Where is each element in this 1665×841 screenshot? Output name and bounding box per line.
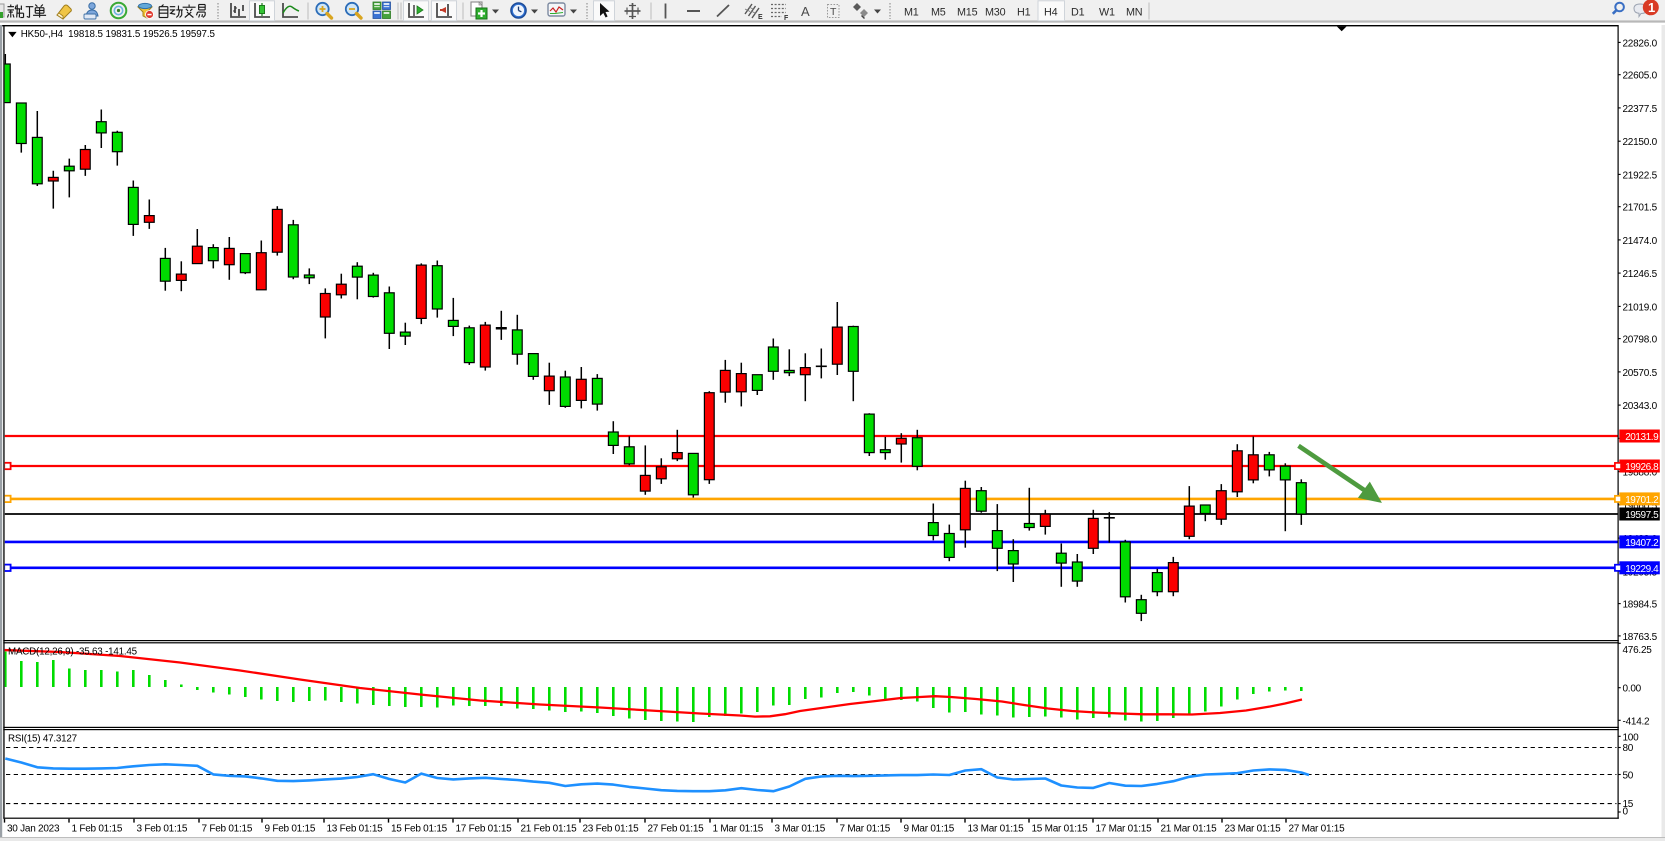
svg-text:21246.5: 21246.5 (1623, 269, 1658, 280)
svg-text:50: 50 (1623, 770, 1634, 781)
svg-text:27 Mar 01:15: 27 Mar 01:15 (1289, 824, 1346, 835)
svg-text:19660.5: 19660.5 (1623, 501, 1658, 512)
svg-text:1 Mar 01:15: 1 Mar 01:15 (713, 824, 764, 835)
svg-text:23 Mar 01:15: 23 Mar 01:15 (1225, 824, 1282, 835)
svg-text:20343.0: 20343.0 (1623, 401, 1658, 412)
svg-text:22605.0: 22605.0 (1623, 71, 1658, 82)
svg-text:21019.0: 21019.0 (1623, 302, 1658, 313)
svg-text:M1: M1 (904, 7, 919, 19)
svg-text:D1: D1 (1071, 7, 1085, 19)
svg-text:17 Feb 01:15: 17 Feb 01:15 (456, 824, 513, 835)
svg-text:21474.0: 21474.0 (1623, 236, 1658, 247)
svg-text:E: E (758, 14, 763, 21)
svg-text:20798.0: 20798.0 (1623, 335, 1658, 346)
svg-text:21922.5: 21922.5 (1623, 170, 1658, 181)
svg-text:0: 0 (1623, 806, 1629, 817)
svg-text:HK50-,H4 19818.5 19831.5 1952: HK50-,H4 19818.5 19831.5 19526.5 19597.5 (21, 29, 216, 40)
svg-text:22826.0: 22826.0 (1623, 38, 1658, 49)
svg-text:H4: H4 (1044, 7, 1058, 19)
svg-text:H1: H1 (1017, 7, 1031, 19)
svg-text:19701.2: 19701.2 (1625, 495, 1659, 506)
svg-text:1: 1 (1648, 0, 1655, 15)
svg-text:27 Feb 01:15: 27 Feb 01:15 (648, 824, 705, 835)
svg-text:3 Feb 01:15: 3 Feb 01:15 (137, 824, 188, 835)
svg-text:3 Mar 01:15: 3 Mar 01:15 (775, 824, 826, 835)
svg-text:19407.2: 19407.2 (1625, 538, 1659, 549)
svg-text:M5: M5 (931, 7, 946, 19)
svg-text:22377.5: 22377.5 (1623, 104, 1658, 115)
svg-text:7 Mar 01:15: 7 Mar 01:15 (840, 824, 891, 835)
svg-text:476.25: 476.25 (1623, 645, 1653, 656)
svg-text:19888.0: 19888.0 (1623, 468, 1658, 479)
svg-text:18763.5: 18763.5 (1623, 632, 1658, 643)
svg-text:22150.0: 22150.0 (1623, 137, 1658, 148)
svg-text:23 Feb 01:15: 23 Feb 01:15 (583, 824, 640, 835)
svg-text:21 Mar 01:15: 21 Mar 01:15 (1161, 824, 1218, 835)
svg-text:A: A (801, 4, 810, 19)
svg-text:20131.9: 20131.9 (1625, 432, 1659, 443)
svg-text:M30: M30 (985, 7, 1006, 19)
svg-text:15: 15 (1623, 799, 1634, 810)
svg-text:21701.5: 21701.5 (1623, 203, 1658, 214)
svg-text:13 Feb 01:15: 13 Feb 01:15 (327, 824, 384, 835)
svg-text:18984.5: 18984.5 (1623, 600, 1658, 611)
svg-text:17 Mar 01:15: 17 Mar 01:15 (1096, 824, 1153, 835)
svg-text:MACD(12,26,9) -35.63 -141.45: MACD(12,26,9) -35.63 -141.45 (8, 647, 138, 658)
svg-text:13 Mar 01:15: 13 Mar 01:15 (968, 824, 1025, 835)
svg-text:M15: M15 (957, 7, 978, 19)
svg-text:19926.8: 19926.8 (1625, 462, 1659, 473)
svg-text:9 Mar 01:15: 9 Mar 01:15 (904, 824, 955, 835)
svg-text:1 Feb 01:15: 1 Feb 01:15 (72, 824, 123, 835)
svg-text:30 Jan 2023: 30 Jan 2023 (7, 824, 60, 835)
svg-text:-414.2: -414.2 (1623, 716, 1651, 727)
svg-text:80: 80 (1623, 743, 1634, 754)
svg-text:F: F (784, 15, 789, 22)
svg-text:21 Feb 01:15: 21 Feb 01:15 (521, 824, 578, 835)
svg-text:100: 100 (1623, 732, 1640, 743)
svg-text:0.00: 0.00 (1623, 684, 1642, 695)
svg-text:9 Feb 01:15: 9 Feb 01:15 (265, 824, 316, 835)
svg-text:7 Feb 01:15: 7 Feb 01:15 (202, 824, 253, 835)
svg-text:MN: MN (1126, 7, 1142, 19)
svg-text:15 Mar 01:15: 15 Mar 01:15 (1032, 824, 1089, 835)
svg-text:19229.4: 19229.4 (1625, 564, 1659, 575)
svg-text:T: T (830, 6, 837, 18)
svg-text:15 Feb 01:15: 15 Feb 01:15 (391, 824, 448, 835)
svg-text:19597.5: 19597.5 (1625, 510, 1659, 521)
svg-text:20570.5: 20570.5 (1623, 368, 1658, 379)
svg-text:W1: W1 (1099, 7, 1115, 19)
svg-text:RSI(15) 47.3127: RSI(15) 47.3127 (8, 734, 77, 745)
